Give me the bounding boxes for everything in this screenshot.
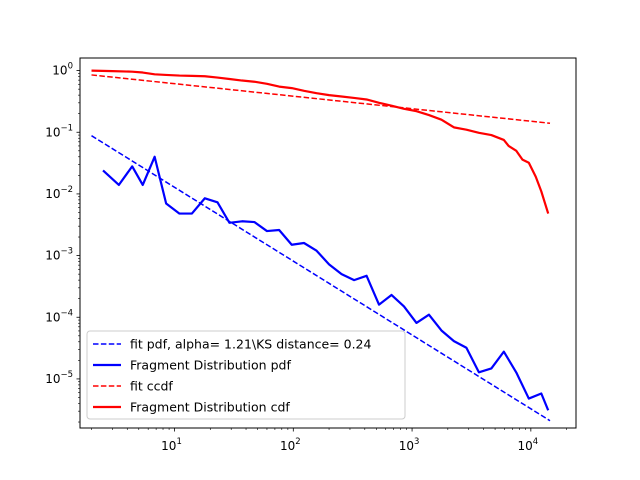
legend-label: Fragment Distribution pdf [130, 358, 291, 373]
legend-label: Fragment Distribution cdf [130, 400, 290, 415]
series-line-fit-pdf-alpha-1-21-ks-distance-0-24 [91, 135, 551, 422]
series-line-fit-ccdf [91, 74, 551, 124]
series-line-fragment-distribution-pdf [102, 155, 550, 411]
series-line-fragment-distribution-cdf [91, 69, 550, 214]
plot-area [91, 69, 551, 422]
legend-label: fit pdf, alpha= 1.21\KS distance= 0.24 [130, 337, 372, 352]
legend: fit pdf, alpha= 1.21\KS distance= 0.24 Fr… [86, 330, 406, 420]
legend-label: fit ccdf [130, 379, 173, 394]
legend-box [86, 330, 406, 420]
axes-frame [79, 57, 577, 429]
